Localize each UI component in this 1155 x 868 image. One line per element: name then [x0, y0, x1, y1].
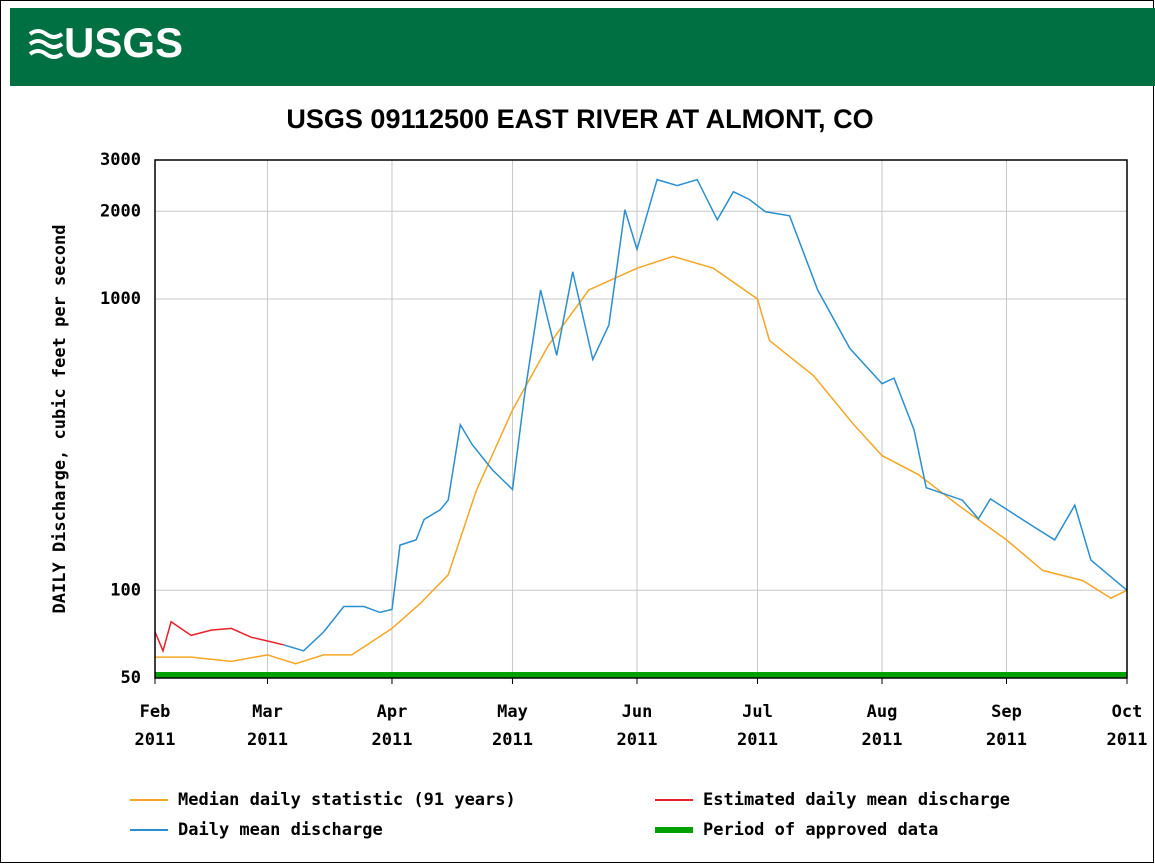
y-tick-label: 1000 [100, 289, 141, 309]
x-tick-label: Aug 2011 [862, 702, 903, 750]
legend: Median daily statistic (91 years) Estimat… [130, 790, 1010, 840]
series-line [283, 178, 1128, 652]
y-tick-label: 50 [121, 668, 141, 688]
plot [154, 178, 1128, 678]
x-tick-label: Apr 2011 [371, 702, 412, 750]
y-axis-label: DAILY Discharge, cubic feet per second [50, 225, 70, 614]
logo-waves [28, 29, 64, 59]
y-tick-label: 100 [110, 580, 141, 600]
x-tick-label: Jul 2011 [737, 702, 778, 750]
chart-title: USGS 09112500 EAST RIVER AT ALMONT, CO [286, 104, 873, 134]
x-tick-label: Oct 2011 [1107, 702, 1148, 750]
legend-label: Daily mean discharge [178, 820, 383, 840]
header-bar [10, 8, 1155, 86]
legend-label: Period of approved data [703, 820, 938, 840]
legend-label: Estimated daily mean discharge [703, 790, 1010, 810]
y-tick-label: 3000 [100, 150, 141, 170]
plot-border [154, 159, 1128, 679]
x-tick-label: Mar 2011 [247, 702, 288, 750]
series-line [155, 255, 1128, 665]
approved-period [155, 672, 1127, 678]
x-tick-label: Sep 2011 [986, 702, 1027, 750]
x-tick-label: Jun 2011 [617, 702, 658, 750]
x-tick-label: May 2011 [492, 702, 533, 750]
legend-label: Median daily statistic (91 years) [178, 790, 516, 810]
logo: USGS [64, 19, 183, 66]
series-line [154, 620, 284, 654]
x-tick-label: Feb 2011 [135, 702, 176, 750]
y-tick-label: 2000 [100, 201, 141, 221]
